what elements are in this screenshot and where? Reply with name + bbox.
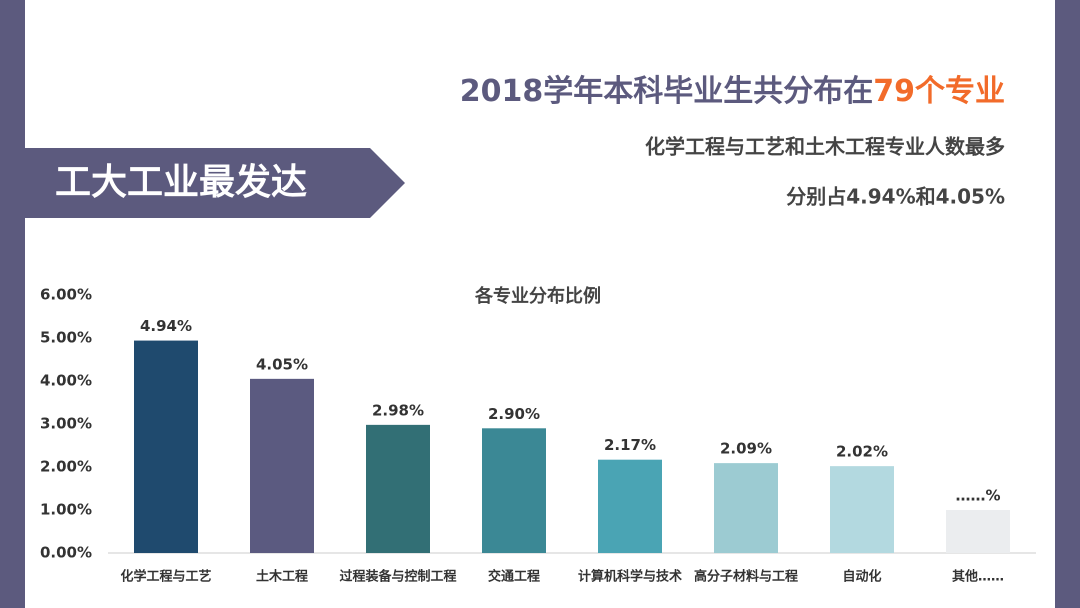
value-label: 2.02% [836,443,888,461]
left-border [0,0,25,608]
x-tick-label: 过程装备与控制工程 [339,569,456,585]
value-label: 2.17% [604,436,656,454]
chart-title: 各专业分布比例 [474,285,601,307]
y-tick-label: 6.00% [40,286,92,304]
value-label: 4.05% [256,355,308,373]
bar [714,463,778,553]
bar [134,340,198,553]
x-tick-label: 其他…… [952,569,1004,585]
value-label: 4.94% [140,317,192,335]
y-tick-label: 3.00% [40,415,92,433]
x-tick-label: 计算机科学与技术 [578,569,682,585]
banner-shape [25,148,405,218]
value-label: 2.98% [372,401,424,419]
value-label: ……% [955,487,1000,505]
subtitle-line: 化学工程与工艺和土木工程专业人数最多 [645,135,1005,159]
bar [366,424,430,553]
x-tick-label: 交通工程 [488,569,540,585]
x-tick-label: 高分子材料与工程 [694,569,798,585]
right-border [1055,0,1080,608]
value-label: 2.90% [488,405,540,423]
y-tick-label: 5.00% [40,329,92,347]
y-tick-label: 0.00% [40,544,92,562]
y-tick-label: 2.00% [40,458,92,476]
bar [482,428,546,553]
heading-highlight: 79个专业 [873,74,1005,109]
bar [250,378,314,553]
subtitle-line: 分别占4.94%和4.05% [786,185,1005,209]
heading-text: 2018学年本科毕业生共分布在 [460,74,874,109]
banner-text: 工大工业最发达 [55,162,307,203]
x-tick-label: 土木工程 [256,569,308,585]
y-tick-label: 1.00% [40,501,92,519]
x-tick-label: 化学工程与工艺 [120,569,211,585]
x-tick-label: 自动化 [842,569,881,585]
heading: 2018学年本科毕业生共分布在79个专业 [460,74,1005,109]
y-tick-label: 4.00% [40,372,92,390]
bar [830,466,894,553]
bar [946,510,1010,553]
bar [598,459,662,553]
value-label: 2.09% [720,440,772,458]
